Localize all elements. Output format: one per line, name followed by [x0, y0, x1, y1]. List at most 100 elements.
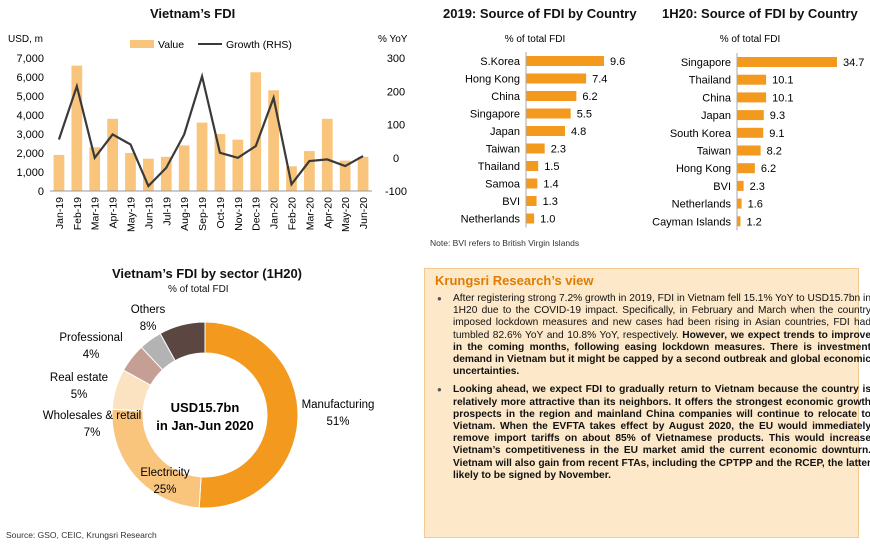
x-tick-label: Jun-19 [143, 197, 155, 229]
view-p2-bold: Looking ahead, we expect FDI to graduall… [453, 384, 870, 481]
value-bar [178, 145, 190, 191]
x-tick-label: Nov-19 [233, 197, 245, 231]
value-bar [339, 160, 351, 191]
hbar-value-label: 6.2 [582, 91, 597, 103]
hbar-value-label: 7.4 [592, 74, 607, 86]
hbar-bar [526, 73, 587, 84]
y-right-tick-label: 200 [387, 86, 405, 98]
growth-line [57, 72, 364, 188]
hbar-category-label: Singapore [470, 109, 520, 121]
x-tick-label: Oct-19 [215, 197, 227, 229]
hbar-value-label: 9.1 [769, 128, 784, 140]
view-bullet-1: After registering strong 7.2% growth in … [437, 293, 870, 378]
donut-slice-name: Wholesales & retail [43, 410, 141, 422]
hbar-bar [526, 126, 565, 136]
x-tick-label: Mar-20 [304, 197, 316, 230]
hbar-category-label: Hong Kong [465, 74, 520, 86]
x-tick-label: Jan-19 [54, 197, 66, 229]
hbar-category-label: Taiwan [486, 144, 520, 156]
y-right-axis-label: % YoY [378, 34, 408, 45]
view-p1-bold: However, we expect trends to improve in … [453, 329, 870, 378]
value-bar [250, 72, 262, 191]
hbar-bar [737, 57, 837, 67]
hbar-category-label: China [491, 91, 521, 103]
value-bar [53, 154, 65, 191]
y-left-tick-label: 6,000 [16, 72, 44, 84]
value-bar [125, 153, 136, 191]
value-bar [89, 147, 101, 191]
value-bar [232, 139, 244, 191]
hbar-category-label: Taiwan [697, 146, 731, 158]
hbar-value-label: 10.1 [772, 75, 793, 87]
view-bullets: After registering strong 7.2% growth in … [433, 293, 870, 488]
value-bar [357, 156, 369, 191]
value-bar [160, 156, 172, 191]
hbar-value-label: 1.3 [543, 196, 558, 208]
donut-slice [198, 321, 299, 509]
hbar-bar [526, 91, 577, 101]
donut-center-line-2: in Jan-Jun 2020 [156, 418, 254, 433]
hbar-subtitle: % of total FDI [505, 34, 566, 45]
y-left-tick-label: 2,000 [16, 148, 44, 160]
hbar-bar [737, 92, 767, 103]
donut-slice [159, 321, 206, 362]
legend-label-growth: Growth (RHS) [226, 39, 292, 51]
value-bar [71, 65, 83, 191]
hbar-category-label: Samoa [485, 179, 521, 191]
hbar-category-label: Thailand [689, 75, 731, 87]
sector-chart-title: Vietnam’s FDI by sector (1H20) [112, 266, 303, 281]
donut-slice-name: Real estate [50, 372, 108, 384]
hbar-category-label: Cayman Islands [652, 216, 731, 228]
hbar-value-label: 1.5 [544, 161, 559, 173]
hbar-category-label: BVI [713, 181, 731, 193]
hbar-bar [526, 143, 545, 154]
donut-slice-name: Professional [59, 332, 122, 344]
y-right-tick-label: 300 [387, 53, 405, 65]
source-1h20-chart: % of total FDI Singapore 34.7 Thailand 10.1 C… [652, 34, 864, 231]
hbar-category-label: South Korea [670, 128, 732, 140]
legend-swatch-value [130, 40, 154, 48]
hbar-bar [526, 161, 539, 171]
hbar-category-label: Netherlands [461, 214, 521, 226]
value-bar [268, 90, 279, 191]
x-tick-label: Jan-20 [269, 197, 281, 229]
hbar-bar [526, 213, 535, 224]
value-bar [321, 118, 333, 191]
y-left-tick-label: 4,000 [16, 110, 44, 122]
hbar-subtitle: % of total FDI [720, 34, 781, 45]
hbar-bar [737, 163, 755, 174]
hbar-bar [526, 178, 538, 189]
donut-slice-value: 25% [153, 484, 176, 496]
hbar-bar [737, 216, 741, 227]
y-right-tick-label: 100 [387, 120, 405, 132]
donut-center-line-1: USD15.7bn [171, 400, 240, 415]
x-tick-label: Apr-20 [322, 197, 334, 229]
source-1h20-title: 1H20: Source of FDI by Country [662, 6, 858, 21]
view-bullet-2: Looking ahead, we expect FDI to graduall… [437, 384, 870, 482]
hbar-bar [737, 180, 744, 191]
x-tick-label: Dec-19 [251, 197, 263, 231]
x-tick-label: May-20 [340, 197, 352, 232]
x-tick-label: May-19 [126, 197, 138, 232]
donut-slice-value: 8% [140, 321, 157, 333]
legend-label-value: Value [158, 39, 184, 51]
y-left-tick-label: 3,000 [16, 129, 44, 141]
view-p1-normal: After registering strong 7.2% growth in … [453, 293, 870, 341]
x-tick-label: Mar-19 [90, 197, 102, 230]
y-left-tick-label: 0 [38, 186, 44, 198]
y-right-tick-label: -100 [385, 186, 407, 198]
y-left-tick-label: 1,000 [16, 167, 44, 179]
krungsri-view-box: Krungsri Research’s view After registeri… [424, 268, 870, 538]
donut-slice-name: Manufacturing [302, 399, 375, 411]
hbar-bar [737, 110, 764, 121]
hbar-value-label: 8.2 [767, 146, 782, 158]
y-left-tick-label: 7,000 [16, 53, 44, 65]
hbar-value-label: 34.7 [843, 57, 864, 69]
hbar-bar [526, 56, 604, 66]
hbar-value-label: 2.3 [551, 144, 566, 156]
hbar-category-label: S.Korea [480, 56, 521, 68]
hbar-bar [737, 127, 764, 138]
hbar-category-label: China [702, 92, 732, 104]
hbar-value-label: 1.4 [543, 179, 558, 191]
source-2019-chart: % of total FDI S.Korea 9.6 Hong Kong 7.4 Chin… [461, 34, 625, 228]
